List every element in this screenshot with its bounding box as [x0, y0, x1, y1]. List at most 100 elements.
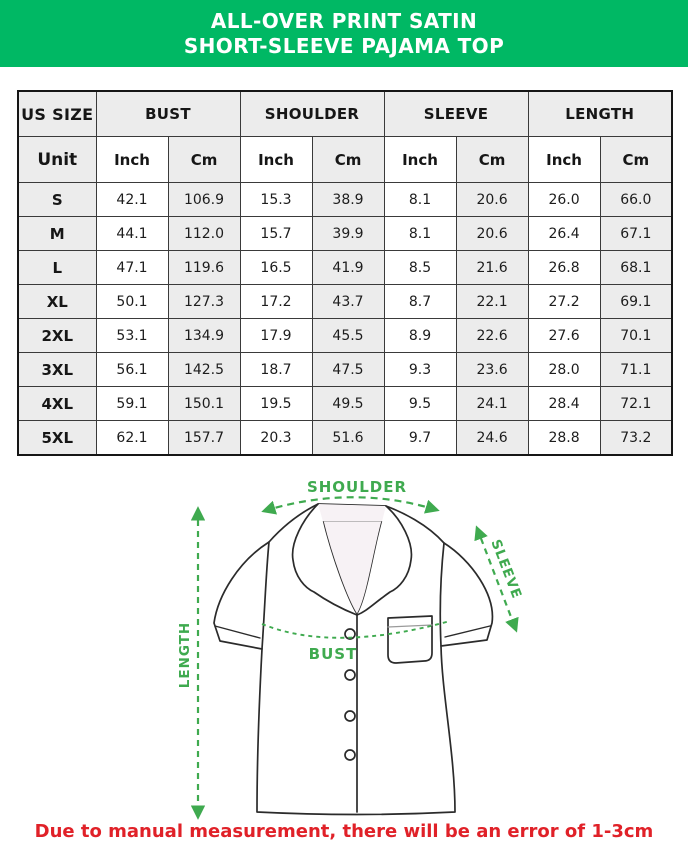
value-cell: 134.9: [167, 318, 241, 353]
value-cell: 17.2: [239, 284, 313, 319]
pajama-top-drawing: [213, 503, 494, 816]
group-header-row: US SIZE BUST SHOULDER SLEEVE LENGTH: [17, 90, 673, 137]
value-cell: 73.2: [599, 420, 673, 456]
value-cell: 8.5: [383, 250, 457, 285]
value-cell: 49.5: [311, 386, 385, 421]
sleeve-measure-arrow: [474, 525, 519, 633]
table-row: 5XL 62.1 157.7 20.3 51.6 9.7 24.6 28.8 7…: [17, 420, 673, 456]
value-cell: 53.1: [95, 318, 169, 353]
left-sleeve-seam: [261, 541, 270, 650]
value-cell: 28.4: [527, 386, 601, 421]
value-cell: 41.9: [311, 250, 385, 285]
table-row: 3XL 56.1 142.5 18.7 47.5 9.3 23.6 28.0 7…: [17, 352, 673, 387]
unit-bust-inch: Inch: [95, 136, 169, 183]
value-cell: 8.7: [383, 284, 457, 319]
size-cell: 3XL: [17, 352, 97, 387]
value-cell: 157.7: [167, 420, 241, 456]
shirt-body-outline: [213, 503, 494, 816]
right-collar-edge: [356, 505, 413, 616]
value-cell: 112.0: [167, 216, 241, 251]
table-row: 4XL 59.1 150.1 19.5 49.5 9.5 24.1 28.4 7…: [17, 386, 673, 421]
title-line-1: ALL-OVER PRINT SATIN: [210, 8, 478, 33]
collar-v-opening: [323, 522, 382, 615]
chest-pocket: [387, 615, 433, 664]
value-cell: 42.1: [95, 182, 169, 217]
table-row: L 47.1 119.6 16.5 41.9 8.5 21.6 26.8 68.…: [17, 250, 673, 285]
size-cell: 2XL: [17, 318, 97, 353]
back-collar: [318, 504, 386, 522]
value-cell: 142.5: [167, 352, 241, 387]
right-sleeve-seam: [439, 542, 445, 647]
length-label: LENGTH: [177, 622, 193, 688]
value-cell: 27.2: [527, 284, 601, 319]
unit-sleeve-inch: Inch: [383, 136, 457, 183]
value-cell: 47.1: [95, 250, 169, 285]
value-cell: 16.5: [239, 250, 313, 285]
value-cell: 9.5: [383, 386, 457, 421]
value-cell: 39.9: [311, 216, 385, 251]
col-header-us-size: US SIZE: [17, 90, 97, 137]
size-table: US SIZE BUST SHOULDER SLEEVE LENGTH Unit…: [17, 90, 674, 456]
value-cell: 15.3: [239, 182, 313, 217]
pajama-top-measurement-diagram: SHOULDER BUST LENGTH SLEEVE: [119, 465, 569, 835]
value-cell: 22.6: [455, 318, 529, 353]
right-collar: [357, 506, 412, 615]
button-icon: [344, 628, 356, 640]
table-row: XL 50.1 127.3 17.2 43.7 8.7 22.1 27.2 69…: [17, 284, 673, 319]
value-cell: 44.1: [95, 216, 169, 251]
left-collar-edge: [291, 503, 358, 616]
value-cell: 66.0: [599, 182, 673, 217]
value-cell: 47.5: [311, 352, 385, 387]
value-cell: 19.5: [239, 386, 313, 421]
left-cuff-band: [214, 625, 261, 639]
value-cell: 45.5: [311, 318, 385, 353]
size-cell: 4XL: [17, 386, 97, 421]
value-cell: 24.6: [455, 420, 529, 456]
unit-label: Unit: [17, 136, 97, 183]
chest-pocket-seam: [387, 624, 433, 628]
value-cell: 28.0: [527, 352, 601, 387]
value-cell: 17.9: [239, 318, 313, 353]
value-cell: 50.1: [95, 284, 169, 319]
title-line-2: SHORT-SLEEVE PAJAMA TOP: [183, 33, 505, 58]
value-cell: 127.3: [167, 284, 241, 319]
value-cell: 9.7: [383, 420, 457, 456]
size-cell: 5XL: [17, 420, 97, 456]
button-icon: [344, 669, 356, 681]
value-cell: 8.9: [383, 318, 457, 353]
value-cell: 20.6: [455, 216, 529, 251]
unit-header-row: Unit Inch Cm Inch Cm Inch Cm Inch Cm: [17, 136, 673, 183]
title-banner: ALL-OVER PRINT SATIN SHORT-SLEEVE PAJAMA…: [0, 0, 688, 67]
col-header-length: LENGTH: [527, 90, 673, 137]
value-cell: 27.6: [527, 318, 601, 353]
table-row: 2XL 53.1 134.9 17.9 45.5 8.9 22.6 27.6 7…: [17, 318, 673, 353]
value-cell: 150.1: [167, 386, 241, 421]
value-cell: 59.1: [95, 386, 169, 421]
value-cell: 9.3: [383, 352, 457, 387]
col-header-sleeve: SLEEVE: [383, 90, 529, 137]
value-cell: 38.9: [311, 182, 385, 217]
value-cell: 8.1: [383, 182, 457, 217]
size-cell: XL: [17, 284, 97, 319]
value-cell: 71.1: [599, 352, 673, 387]
value-cell: 22.1: [455, 284, 529, 319]
left-collar: [292, 504, 357, 615]
value-cell: 62.1: [95, 420, 169, 456]
value-cell: 24.1: [455, 386, 529, 421]
value-cell: 56.1: [95, 352, 169, 387]
size-cell: M: [17, 216, 97, 251]
size-cell: L: [17, 250, 97, 285]
unit-shoulder-cm: Cm: [311, 136, 385, 183]
unit-shoulder-inch: Inch: [239, 136, 313, 183]
value-cell: 26.0: [527, 182, 601, 217]
value-cell: 20.6: [455, 182, 529, 217]
value-cell: 26.8: [527, 250, 601, 285]
unit-sleeve-cm: Cm: [455, 136, 529, 183]
value-cell: 28.8: [527, 420, 601, 456]
shoulder-label: SHOULDER: [307, 478, 407, 496]
col-header-bust: BUST: [95, 90, 241, 137]
value-cell: 18.7: [239, 352, 313, 387]
bust-measure-line: [261, 620, 451, 639]
unit-bust-cm: Cm: [167, 136, 241, 183]
